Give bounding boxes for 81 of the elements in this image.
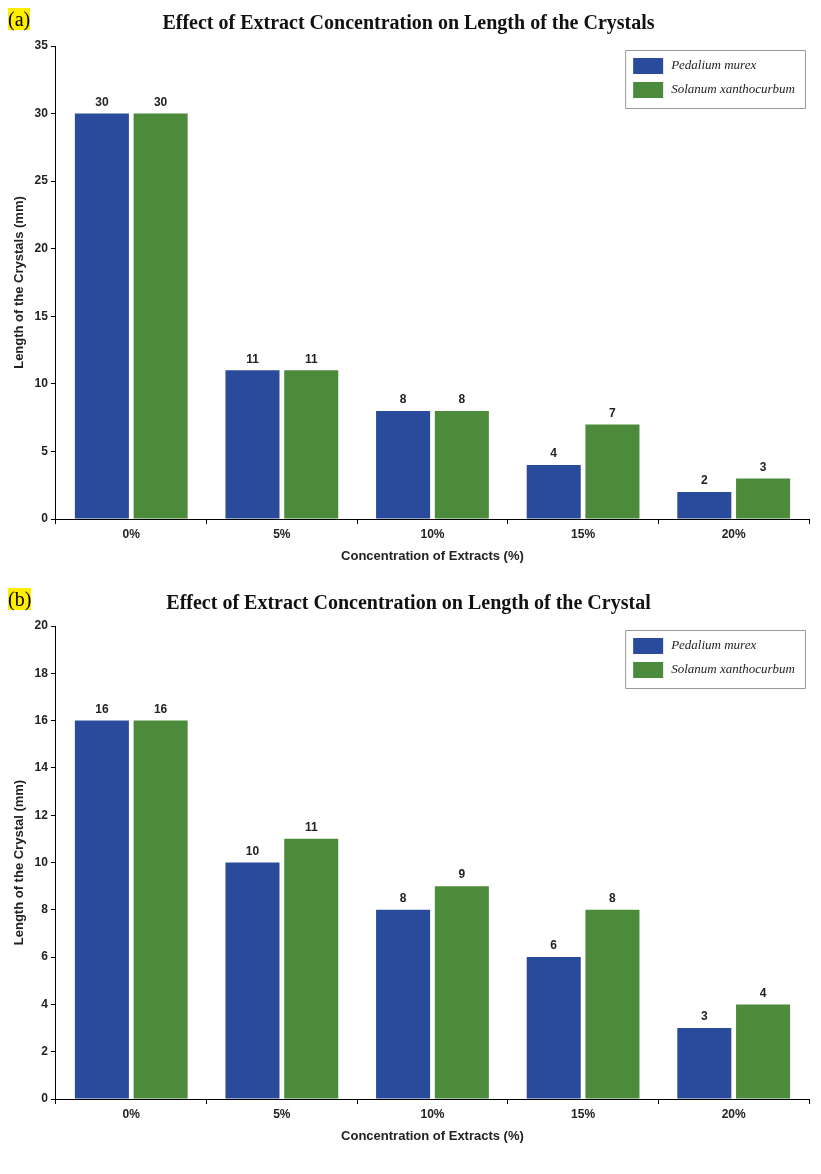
y-tick-label: 0 xyxy=(41,511,49,526)
y-tick-label: 20 xyxy=(34,241,49,256)
x-tick-label: 15% xyxy=(571,526,596,541)
bar xyxy=(677,1028,732,1099)
y-tick-label: 16 xyxy=(34,712,49,727)
data-label: 2 xyxy=(700,473,708,488)
x-tick-label: 20% xyxy=(721,526,747,541)
legend-label: Solanum xanthocurbum xyxy=(671,81,796,97)
bar xyxy=(677,491,732,519)
bar xyxy=(526,957,581,1099)
data-label: 4 xyxy=(759,985,767,1000)
x-tick-label: 5% xyxy=(273,1106,291,1121)
bar xyxy=(376,410,431,519)
y-axis-title: Length of the Crystal (mm) xyxy=(11,779,27,946)
legend-label: Pedalium murex xyxy=(670,637,757,653)
data-label: 11 xyxy=(304,820,318,835)
text: (a) xyxy=(8,8,31,30)
data-label: 11 xyxy=(246,351,260,366)
x-axis-title: Concentration of Extracts (%) xyxy=(341,1127,524,1143)
y-tick-label: 18 xyxy=(34,665,49,680)
data-label: 16 xyxy=(153,701,168,716)
data-label: 30 xyxy=(153,94,168,109)
data-label: 9 xyxy=(458,867,466,882)
x-tick-label: 15% xyxy=(571,1106,596,1121)
bar xyxy=(284,370,339,519)
x-axis-title: Concentration of Extracts (%) xyxy=(341,547,524,563)
text: (b) xyxy=(8,588,32,610)
bar xyxy=(284,838,339,1099)
bar xyxy=(225,370,280,519)
x-tick-label: 0% xyxy=(122,1106,141,1121)
legend-label: Pedalium murex xyxy=(670,57,757,73)
bar xyxy=(526,464,581,519)
data-label: 8 xyxy=(399,891,407,906)
y-tick-label: 10 xyxy=(34,376,49,391)
bar xyxy=(376,909,431,1099)
bar xyxy=(434,410,489,519)
data-label: 3 xyxy=(700,1009,708,1024)
y-tick-label: 35 xyxy=(34,38,49,53)
x-tick-label: 0% xyxy=(122,526,141,541)
y-tick-label: 20 xyxy=(34,618,49,633)
y-tick-label: 30 xyxy=(34,105,49,120)
chart-title: Effect of Extract Concentration on Length of the Crystal xyxy=(166,591,652,615)
bar xyxy=(736,1004,791,1099)
legend-label: Solanum xanthocurbum xyxy=(671,661,796,677)
bar xyxy=(736,478,791,519)
x-tick-label: 20% xyxy=(721,1106,747,1121)
y-axis-title: Length of the Crystals (mm) xyxy=(11,196,27,369)
x-tick-label: 5% xyxy=(273,526,291,541)
data-label: 8 xyxy=(609,891,617,906)
bar xyxy=(133,720,188,1099)
data-label: 6 xyxy=(550,938,558,953)
x-tick-label: 10% xyxy=(420,1106,445,1121)
data-label: 11 xyxy=(304,351,318,366)
bar xyxy=(74,720,129,1099)
data-label: 8 xyxy=(458,392,466,407)
y-tick-label: 25 xyxy=(34,173,49,188)
y-tick-label: 2 xyxy=(41,1044,49,1059)
data-label: 3 xyxy=(759,459,767,474)
data-label: 7 xyxy=(609,405,617,420)
y-tick-label: 5 xyxy=(41,443,49,458)
y-tick-label: 12 xyxy=(34,807,49,822)
y-tick-label: 8 xyxy=(41,902,49,917)
x-tick-label: 10% xyxy=(420,526,445,541)
y-tick-label: 4 xyxy=(41,996,49,1011)
data-label: 8 xyxy=(399,392,407,407)
bar xyxy=(133,113,188,519)
data-label: 10 xyxy=(245,843,260,858)
y-tick-label: 6 xyxy=(41,949,49,964)
y-tick-label: 15 xyxy=(34,308,49,323)
data-label: 4 xyxy=(550,446,558,461)
bar xyxy=(585,909,640,1099)
y-tick-label: 14 xyxy=(34,760,49,775)
bar xyxy=(585,424,640,519)
bar xyxy=(434,886,489,1099)
chart-title: Effect of Extract Concentration on Length of the Crystals xyxy=(162,11,655,35)
bar xyxy=(74,113,129,519)
data-label: 30 xyxy=(95,94,109,109)
y-tick-label: 10 xyxy=(34,854,49,869)
bar xyxy=(225,862,280,1099)
data-label: 16 xyxy=(95,701,109,716)
y-tick-label: 0 xyxy=(41,1091,49,1106)
